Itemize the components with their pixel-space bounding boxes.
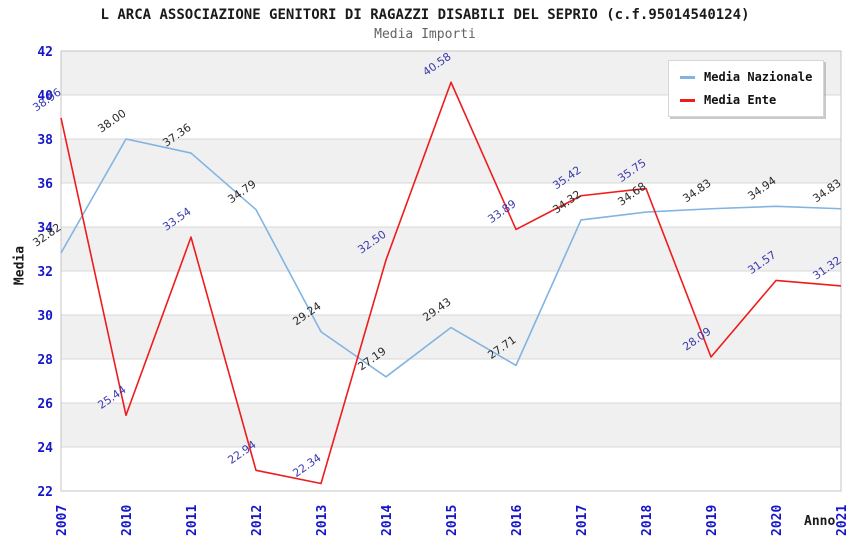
legend: Media Nazionale Media Ente — [668, 60, 825, 117]
x-axis-title: Anno — [804, 514, 836, 529]
x-tick-label: 2017 — [575, 505, 590, 536]
legend-line-swatch-nazionale — [680, 75, 695, 79]
y-tick-label: 30 — [37, 309, 53, 324]
x-tick-label: 2015 — [445, 505, 460, 536]
data-point-label: 33.89 — [485, 197, 518, 226]
legend-label-ente: Media Ente — [704, 93, 777, 107]
x-tick-label: 2007 — [55, 505, 70, 536]
y-tick-label: 42 — [37, 45, 53, 60]
plot-band — [61, 227, 841, 271]
data-point-label: 38.00 — [95, 107, 128, 136]
y-tick-label: 22 — [37, 485, 53, 500]
x-tick-label: 2020 — [770, 505, 785, 536]
chart-title: L ARCA ASSOCIAZIONE GENITORI DI RAGAZZI … — [100, 7, 750, 23]
plot-band — [61, 139, 841, 183]
x-tick-label: 2012 — [250, 505, 265, 536]
x-tick-label: 2021 — [835, 505, 850, 536]
x-tick-label: 2016 — [510, 505, 525, 536]
legend-label-nazionale: Media Nazionale — [704, 70, 813, 84]
x-tick-label: 2019 — [705, 505, 720, 536]
x-tick-label: 2014 — [380, 505, 395, 536]
y-tick-label: 26 — [37, 397, 53, 412]
y-tick-label: 36 — [37, 177, 53, 192]
y-axis-title: Media — [12, 245, 28, 286]
legend-line-swatch-ente — [680, 98, 695, 102]
y-tick-label: 24 — [37, 441, 53, 456]
y-tick-label: 28 — [37, 353, 53, 368]
data-point-label: 22.34 — [290, 451, 323, 480]
series-line — [60, 81, 842, 485]
plot-border — [60, 50, 842, 492]
series-line — [60, 138, 842, 378]
plot-band — [61, 403, 841, 447]
data-point-label: 34.68 — [615, 180, 648, 209]
legend-item-media-ente: Media Ente — [680, 93, 812, 107]
x-tick-label: 2010 — [120, 505, 135, 536]
plot-band — [61, 315, 841, 359]
data-point-label: 34.32 — [550, 188, 583, 217]
chart-subtitle: Media Importi — [374, 27, 476, 42]
legend-item-media-nazionale: Media Nazionale — [680, 70, 812, 84]
y-tick-label: 40 — [37, 89, 53, 104]
y-tick-label: 34 — [37, 221, 53, 236]
y-tick-label: 38 — [37, 133, 53, 148]
x-tick-label: 2013 — [315, 505, 330, 536]
y-tick-label: 32 — [37, 265, 53, 280]
x-tick-label: 2011 — [185, 505, 200, 536]
x-tick-label: 2018 — [640, 505, 655, 536]
